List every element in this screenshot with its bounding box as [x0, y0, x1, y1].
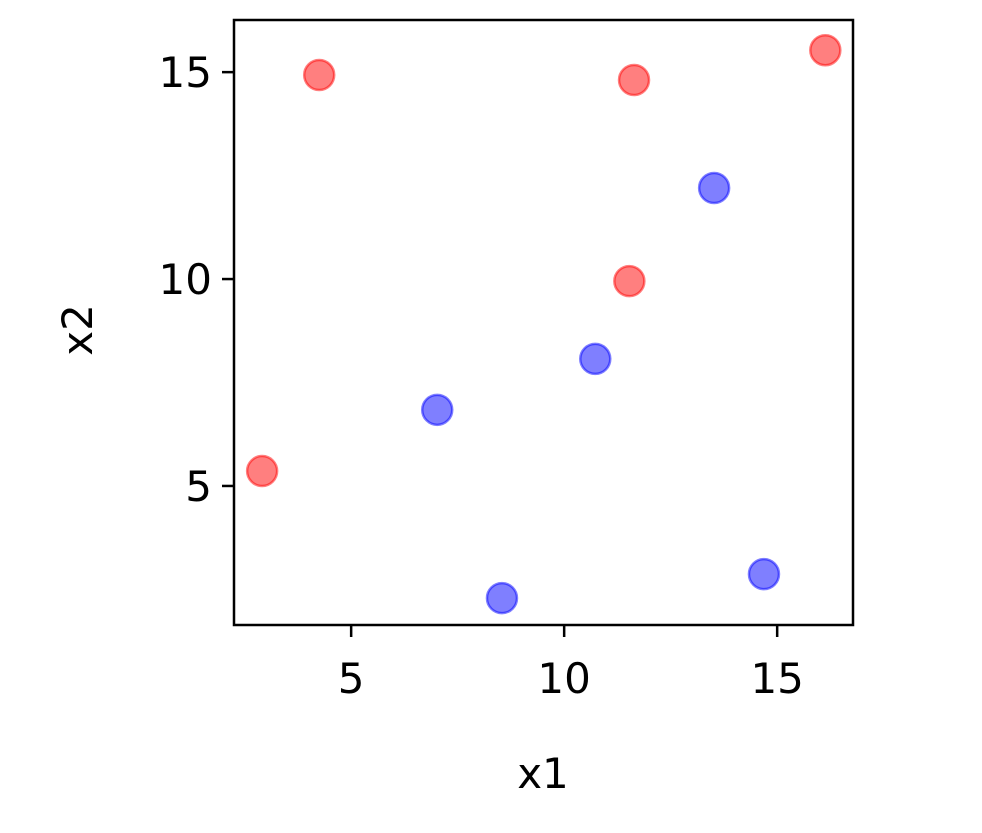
data-point-series0-0	[302, 58, 336, 92]
x-tick-label: 15	[750, 654, 803, 703]
data-point-series0-2	[809, 33, 842, 67]
data-point-series0-3	[613, 264, 646, 298]
data-point-series1-2	[420, 393, 454, 427]
data-point-series1-3	[485, 581, 519, 615]
data-point-series1-4	[747, 557, 781, 591]
x-tick-label: 5	[338, 654, 365, 703]
y-axis: 5 10 15	[159, 48, 234, 511]
y-tick-label: 10	[159, 255, 212, 304]
data-point-series1-1	[579, 342, 612, 376]
y-axis-label: x2	[53, 304, 102, 356]
data-point-series0-4	[245, 454, 279, 488]
x-axis: 5 10 15	[338, 625, 804, 703]
x-tick-label: 10	[537, 654, 590, 703]
y-tick-label: 15	[159, 48, 212, 97]
data-points	[245, 33, 842, 615]
x-axis-label: x1	[517, 749, 569, 798]
data-point-series1-0	[697, 171, 731, 205]
y-tick-label: 5	[185, 462, 212, 511]
plot-frame	[232, 18, 855, 627]
data-point-series0-1	[617, 63, 651, 97]
